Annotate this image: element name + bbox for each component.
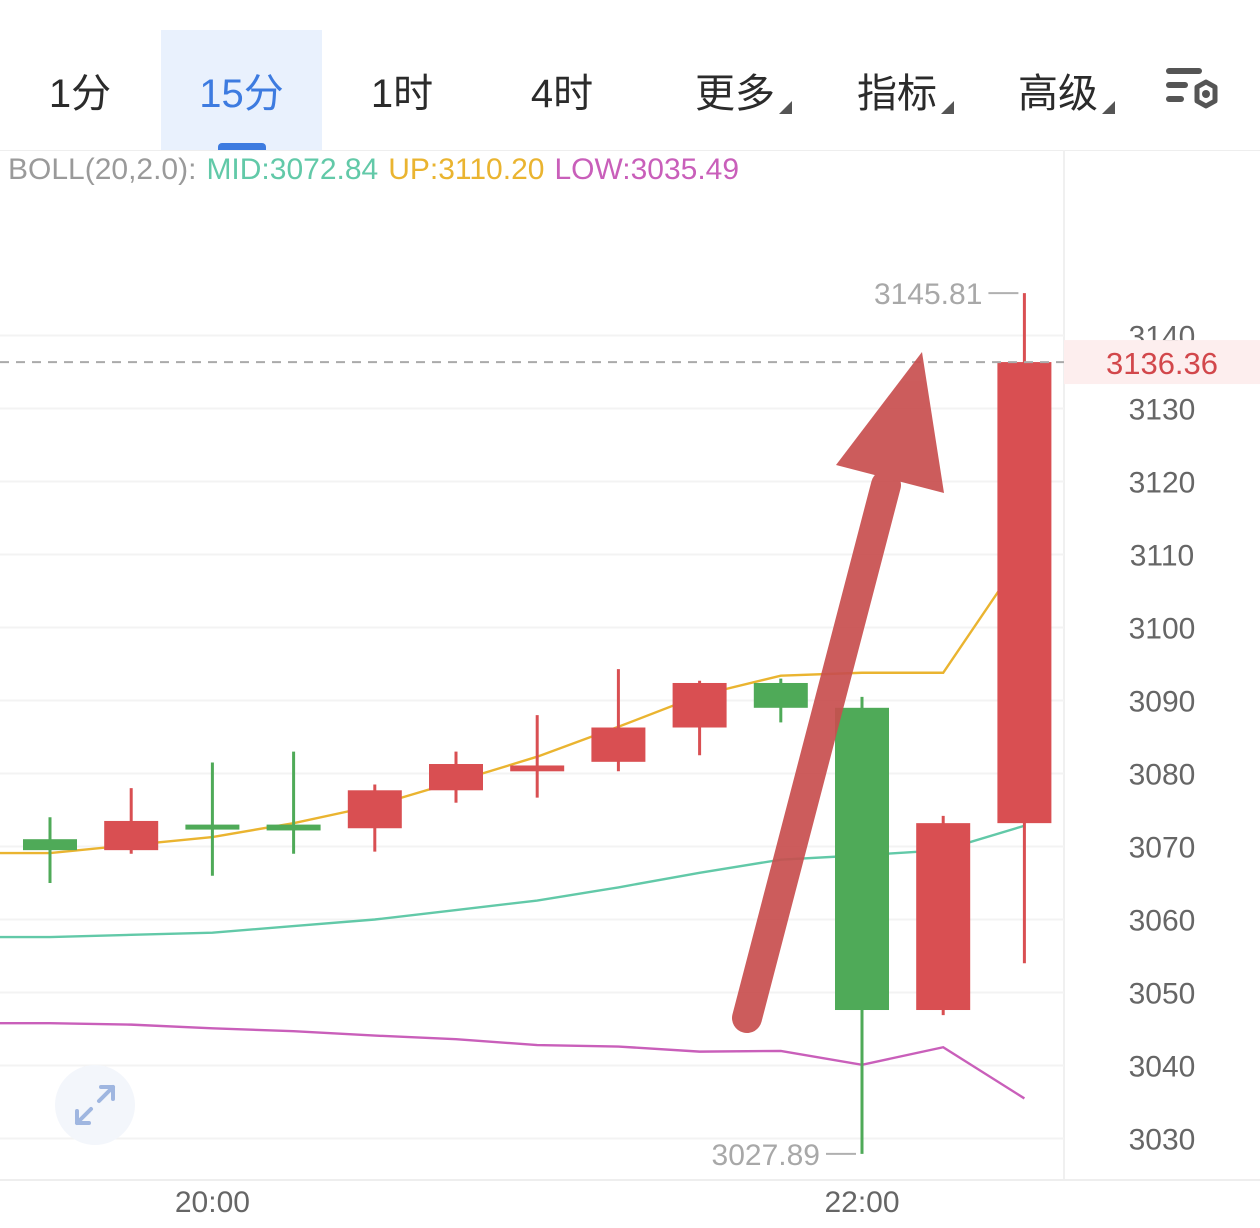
tab-label: 4时 [530, 72, 594, 116]
timeframe-tabbar: 1分 15分 1时 4时 更多 指标 高级 [0, 0, 1260, 151]
y-tick-label: 3040 [1129, 1051, 1196, 1084]
dropdown-caret-icon [941, 101, 954, 114]
candle-body [591, 727, 646, 762]
active-tab-indicator [217, 143, 266, 150]
candle [347, 784, 402, 852]
candle-body [672, 682, 727, 728]
y-tick-label: 3060 [1129, 905, 1196, 938]
candle-body [510, 765, 565, 772]
boll-up-value: UP:3110.20 [388, 153, 545, 186]
candle-body [185, 824, 240, 830]
candlestick-chart[interactable]: 3030 3040 3050 3060 3070 3080 3090 3100 3110 3120… [0, 150, 1260, 1228]
boll-name: BOLL(20,2.0): [8, 153, 197, 186]
candle [591, 669, 646, 772]
candle [510, 715, 565, 798]
candle [266, 751, 321, 854]
candle-body [753, 682, 808, 708]
chart-settings-gear-icon [1166, 68, 1218, 109]
x-tick-label: 20:00 [175, 1186, 250, 1219]
boll-indicator-readout: BOLL(20,2.0): MID:3072.84 UP:3110.20 LOW… [8, 153, 739, 187]
low-price-label: 3027.89 [712, 1139, 820, 1172]
dropdown-caret-icon [1102, 101, 1115, 114]
candle [997, 293, 1052, 964]
y-tick-label: 3030 [1129, 1124, 1196, 1157]
high-price-label: 3145.81 [874, 278, 982, 311]
y-tick-label: 3080 [1129, 759, 1196, 792]
tab-4hour[interactable]: 4时 [482, 30, 642, 150]
annotation-arrow-shaft [732, 470, 901, 1033]
current-price-tag [1064, 340, 1260, 385]
candle [916, 815, 971, 1016]
y-tick-label: 3120 [1129, 467, 1196, 500]
tab-label: 1分 [48, 72, 112, 116]
tab-label: 15分 [199, 72, 284, 116]
tab-1min[interactable]: 1分 [0, 30, 160, 150]
y-tick-label: 3090 [1129, 686, 1196, 719]
tab-15min[interactable]: 15分 [161, 30, 322, 150]
tab-label: 高级 [1018, 72, 1098, 116]
candle-body [835, 707, 889, 1011]
tab-label: 1时 [370, 72, 434, 116]
y-tick-label: 3100 [1129, 613, 1196, 646]
tab-label: 指标 [857, 72, 937, 116]
tab-1hour[interactable]: 1时 [322, 30, 482, 150]
y-tick-label: 3050 [1129, 978, 1196, 1011]
candle-body [23, 839, 77, 851]
annotation-arrow [732, 352, 944, 1033]
candle-body [104, 820, 159, 851]
tab-indicators[interactable]: 指标 [842, 30, 954, 150]
dropdown-caret-icon [779, 101, 792, 114]
expand-arrows-icon [75, 1085, 115, 1125]
candle [753, 678, 808, 723]
candle-body [916, 823, 971, 1011]
tab-more[interactable]: 更多 [680, 30, 792, 150]
fullscreen-button[interactable] [55, 1065, 135, 1145]
boll-low-value: LOW:3035.49 [554, 153, 740, 186]
y-tick-label: 3110 [1130, 540, 1195, 573]
x-tick-label: 22:00 [824, 1186, 899, 1219]
tab-label: 更多 [695, 72, 775, 116]
chart-settings-button[interactable] [1160, 62, 1226, 122]
boll-lower-line [0, 1021, 1026, 1100]
candle [104, 788, 159, 854]
y-tick-label: 3130 [1129, 394, 1196, 427]
y-tick-label: 3070 [1129, 832, 1196, 865]
candle-body [266, 824, 321, 831]
current-price-label: 3136.36 [1106, 346, 1218, 381]
candle [23, 817, 77, 883]
candle-body [347, 790, 402, 829]
candle [429, 751, 483, 803]
candle-body [997, 362, 1052, 824]
candle [672, 680, 727, 756]
tab-advanced[interactable]: 高级 [1003, 30, 1115, 150]
candle-body [429, 764, 483, 791]
candle [185, 762, 240, 876]
candle [835, 696, 889, 1154]
annotation-arrow-head [836, 352, 944, 493]
boll-mid-value: MID:3072.84 [206, 153, 379, 186]
